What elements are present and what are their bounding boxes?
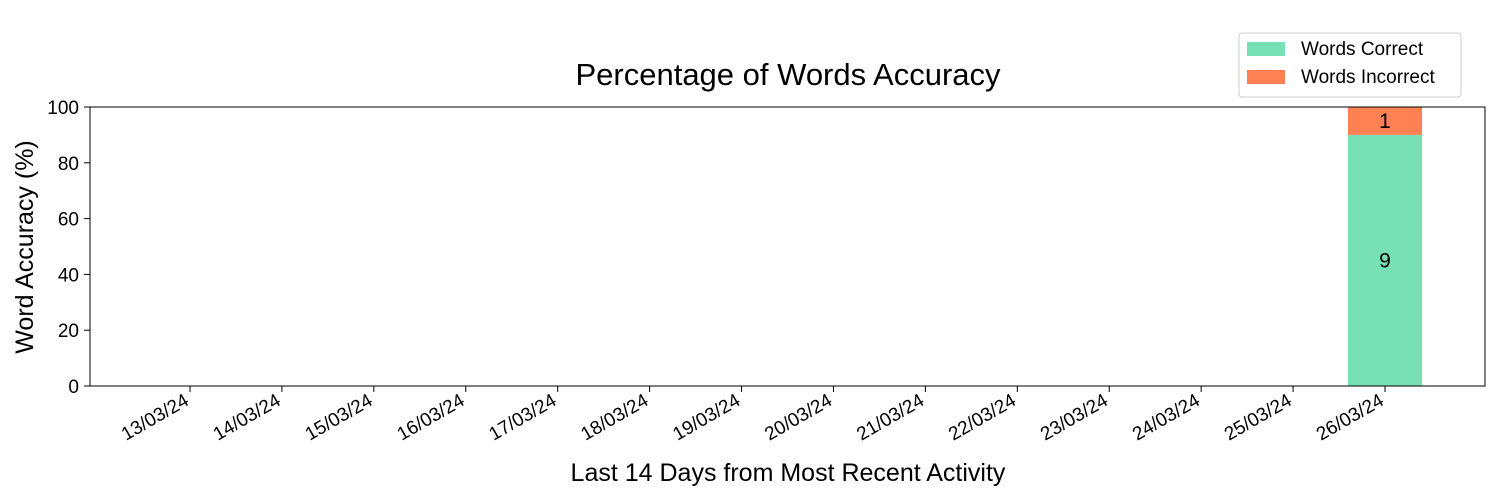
bar-data-label-0-13: 9	[1379, 249, 1391, 272]
plot-area: 9 1 0 20 40 60 80 100 13/03/24 14/03/24 15/03/24 16…	[47, 98, 1486, 445]
legend-swatch-1	[1247, 70, 1285, 84]
x-tick-label-2: 15/03/24	[302, 390, 377, 445]
y-tick-label-80: 80	[58, 154, 79, 175]
x-tick-label-4: 17/03/24	[486, 390, 561, 445]
x-tick-label-10: 23/03/24	[1037, 390, 1112, 445]
x-tick-label-12: 25/03/24	[1221, 390, 1296, 445]
legend: Words Correct Words Incorrect	[1238, 32, 1462, 98]
bar-data-label-1-13: 1	[1379, 110, 1391, 133]
x-axis-label: Last 14 Days from Most Recent Activity	[571, 459, 1006, 487]
y-axis-label: Word Accuracy (%)	[11, 140, 39, 353]
x-tick-label-8: 21/03/24	[853, 390, 928, 445]
x-tick-label-13: 26/03/24	[1313, 390, 1388, 445]
legend-label-0: Words Correct	[1301, 39, 1424, 60]
legend-swatch-0	[1247, 42, 1285, 56]
x-tick-label-7: 20/03/24	[761, 390, 836, 445]
y-tick-label-0: 0	[68, 377, 79, 398]
x-tick-label-5: 18/03/24	[578, 390, 653, 445]
y-tick-label-60: 60	[58, 210, 79, 231]
y-tick-label-100: 100	[47, 98, 79, 119]
legend-label-1: Words Incorrect	[1301, 67, 1435, 88]
x-tick-label-11: 24/03/24	[1129, 390, 1204, 445]
legend-frame	[1238, 32, 1462, 98]
x-tick-label-0: 13/03/24	[118, 390, 193, 445]
x-tick-label-3: 16/03/24	[394, 390, 469, 445]
x-tick-label-1: 14/03/24	[210, 390, 285, 445]
plot-frame	[89, 106, 1486, 387]
y-tick-label-20: 20	[58, 321, 79, 342]
y-tick-label-40: 40	[58, 265, 79, 286]
x-tick-label-9: 22/03/24	[945, 390, 1020, 445]
x-tick-label-6: 19/03/24	[669, 390, 744, 445]
bar-correct-13	[1348, 134, 1422, 386]
chart-title: Percentage of Words Accuracy	[575, 57, 1001, 92]
bar-incorrect-13	[1348, 107, 1422, 135]
